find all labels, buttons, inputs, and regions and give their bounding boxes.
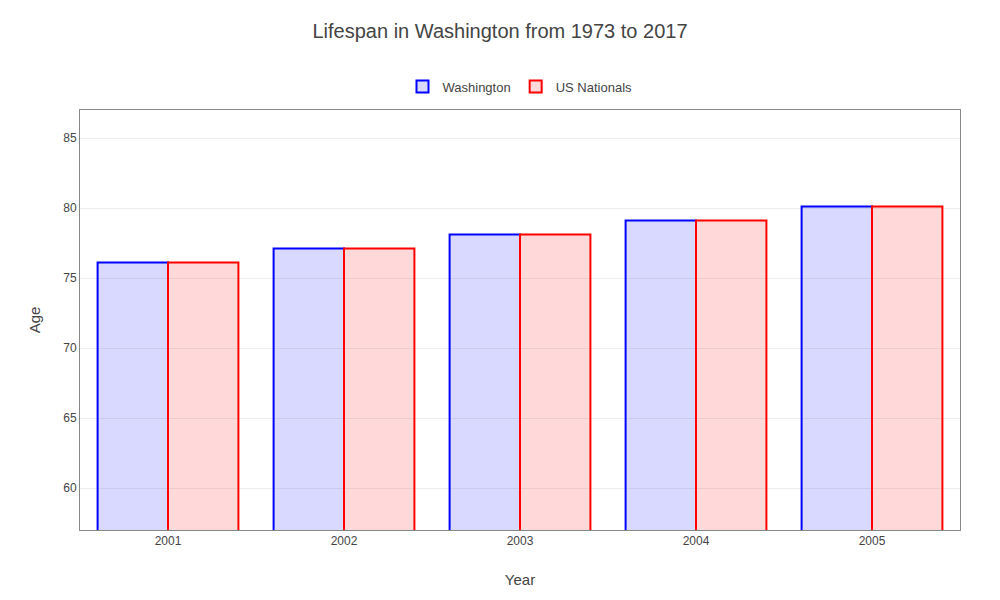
svg-text:65: 65	[63, 411, 77, 425]
svg-text:2001: 2001	[155, 534, 182, 548]
svg-text:70: 70	[63, 341, 77, 355]
svg-text:2003: 2003	[507, 534, 534, 548]
svg-text:Age: Age	[26, 307, 43, 334]
svg-text:80: 80	[63, 201, 77, 215]
svg-text:Washington: Washington	[443, 80, 511, 95]
svg-text:US Nationals: US Nationals	[556, 80, 632, 95]
svg-text:85: 85	[63, 131, 77, 145]
svg-text:Lifespan in Washington from 19: Lifespan in Washington from 1973 to 2017	[312, 20, 687, 42]
svg-text:60: 60	[63, 481, 77, 495]
svg-text:75: 75	[63, 271, 77, 285]
svg-text:2002: 2002	[331, 534, 358, 548]
svg-text:2005: 2005	[859, 534, 886, 548]
svg-text:Year: Year	[505, 571, 535, 588]
svg-text:2004: 2004	[683, 534, 710, 548]
